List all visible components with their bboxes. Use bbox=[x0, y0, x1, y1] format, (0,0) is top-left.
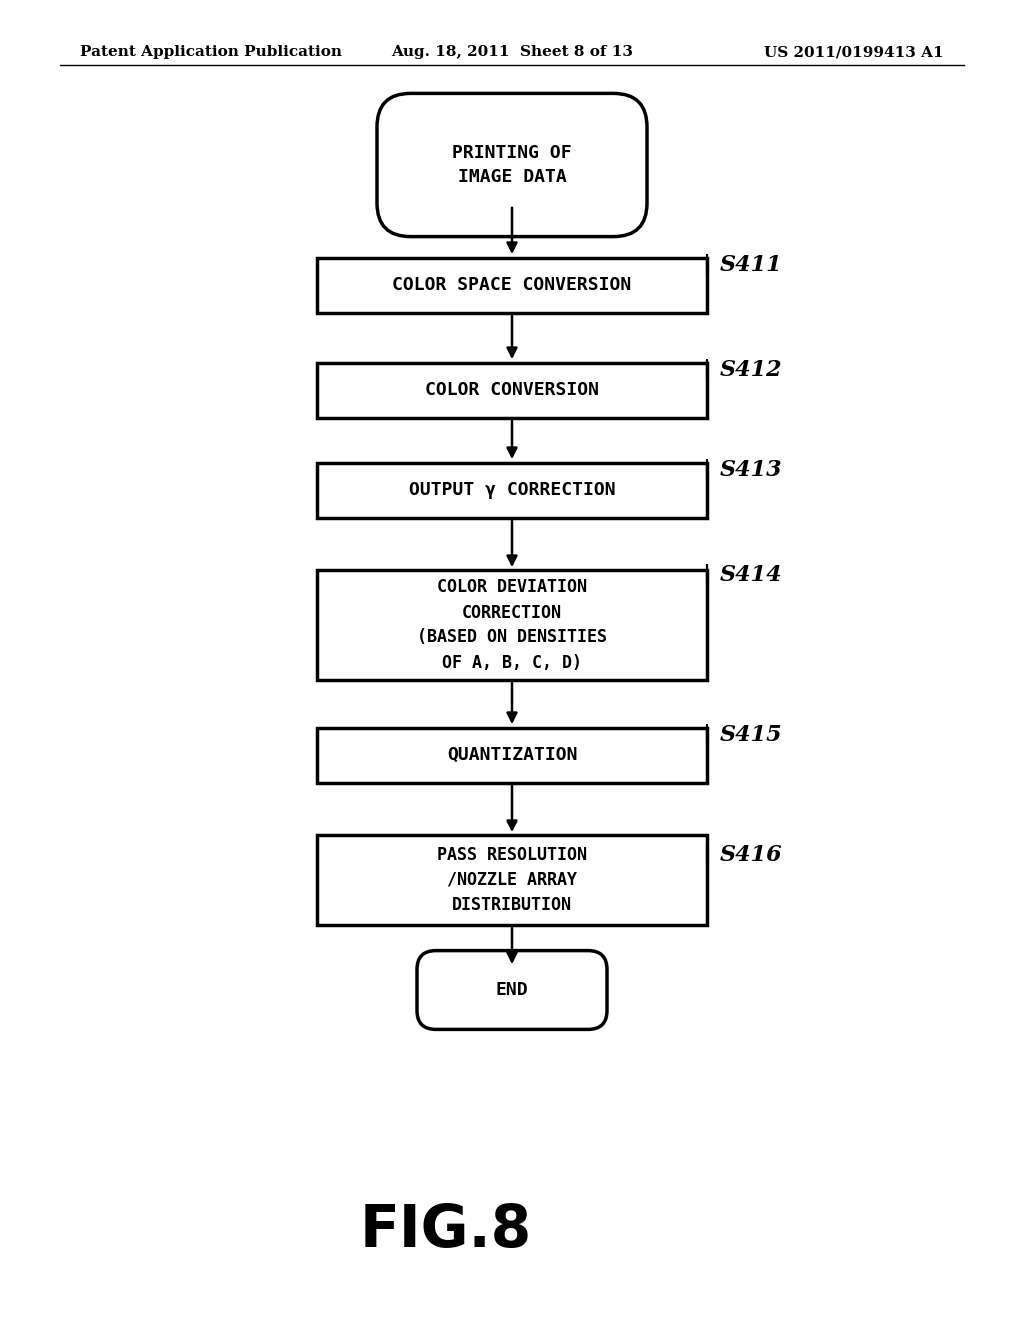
Text: PASS RESOLUTION
/NOZZLE ARRAY
DISTRIBUTION: PASS RESOLUTION /NOZZLE ARRAY DISTRIBUTI… bbox=[437, 846, 587, 913]
Text: COLOR DEVIATION
CORRECTION
(BASED ON DENSITIES
OF A, B, C, D): COLOR DEVIATION CORRECTION (BASED ON DEN… bbox=[417, 578, 607, 672]
Text: US 2011/0199413 A1: US 2011/0199413 A1 bbox=[764, 45, 944, 59]
Bar bbox=[317, 727, 707, 783]
FancyBboxPatch shape bbox=[417, 950, 607, 1030]
Bar bbox=[317, 363, 707, 417]
Bar bbox=[317, 462, 707, 517]
Text: Aug. 18, 2011  Sheet 8 of 13: Aug. 18, 2011 Sheet 8 of 13 bbox=[391, 45, 633, 59]
Text: S413: S413 bbox=[720, 459, 782, 480]
FancyBboxPatch shape bbox=[377, 94, 647, 236]
Text: COLOR CONVERSION: COLOR CONVERSION bbox=[425, 381, 599, 399]
Text: S412: S412 bbox=[720, 359, 782, 381]
Text: FIG.8: FIG.8 bbox=[360, 1201, 532, 1258]
Text: OUTPUT γ CORRECTION: OUTPUT γ CORRECTION bbox=[409, 480, 615, 499]
Text: END: END bbox=[496, 981, 528, 999]
Text: QUANTIZATION: QUANTIZATION bbox=[446, 746, 578, 764]
Text: COLOR SPACE CONVERSION: COLOR SPACE CONVERSION bbox=[392, 276, 632, 294]
Bar bbox=[317, 257, 707, 313]
Bar bbox=[317, 836, 707, 925]
Text: PRINTING OF
IMAGE DATA: PRINTING OF IMAGE DATA bbox=[453, 144, 571, 186]
Bar bbox=[317, 570, 707, 680]
Text: S415: S415 bbox=[720, 723, 782, 746]
Text: S411: S411 bbox=[720, 253, 782, 276]
Text: Patent Application Publication: Patent Application Publication bbox=[80, 45, 342, 59]
Text: S416: S416 bbox=[720, 843, 782, 866]
Text: S414: S414 bbox=[720, 564, 782, 586]
